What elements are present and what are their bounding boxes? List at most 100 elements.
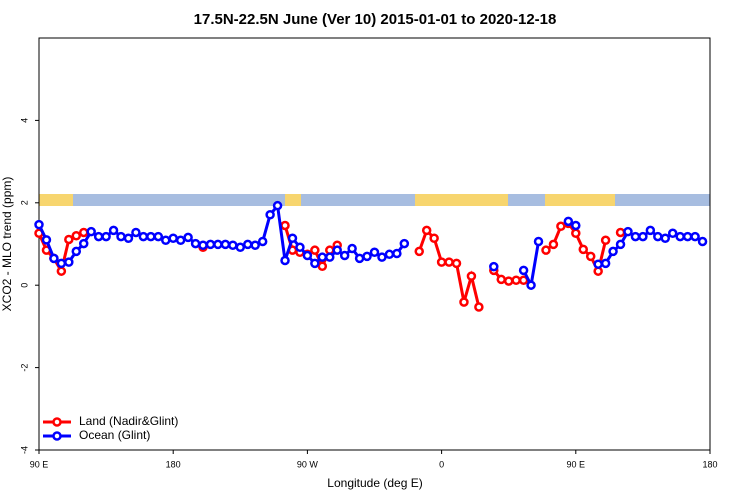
data-point: [697, 236, 708, 247]
data-point: [123, 233, 134, 243]
data-point: [243, 239, 253, 250]
data-point: [213, 239, 223, 250]
data-point: [317, 261, 328, 271]
data-point: [608, 246, 618, 257]
data-point: [302, 250, 313, 261]
data-point: [615, 227, 626, 238]
x-tick-label: 90 E: [30, 459, 49, 469]
x-tick-label: 90 W: [297, 459, 319, 469]
y-tick-label: -4: [19, 446, 29, 454]
data-point: [645, 225, 656, 236]
data-point: [444, 257, 454, 267]
x-tick-label: 90 E: [567, 459, 586, 469]
land-mask-strip: [39, 194, 710, 206]
x-tick-label: 180: [166, 459, 181, 469]
data-point: [414, 246, 424, 257]
data-point: [429, 233, 439, 243]
data-point: [153, 231, 164, 242]
data-point: [265, 209, 275, 220]
data-point: [675, 231, 685, 242]
data-point: [160, 235, 171, 246]
data-point: [131, 227, 141, 238]
data-point: [332, 245, 342, 255]
x-axis-label: Longitude (deg E): [327, 476, 422, 490]
data-point: [556, 221, 566, 232]
data-point: [548, 239, 559, 250]
data-point: [168, 233, 178, 243]
legend-marker: [52, 431, 62, 441]
data-point: [101, 231, 111, 242]
data-point: [257, 236, 268, 247]
data-point: [638, 231, 648, 242]
data-point: [317, 252, 328, 262]
y-tick-label: -2: [19, 364, 29, 372]
data-point: [64, 234, 74, 245]
legend-label: Ocean (Glint): [79, 428, 150, 442]
data-point: [421, 225, 432, 236]
data-point: [56, 258, 67, 269]
data-point: [571, 228, 581, 239]
data-point: [503, 276, 514, 286]
data-point: [630, 231, 641, 242]
data-point: [541, 245, 551, 255]
data-point: [459, 297, 469, 307]
data-point: [533, 236, 544, 247]
data-point: [600, 258, 611, 269]
data-point: [474, 302, 484, 312]
x-tick-label: 0: [439, 459, 444, 469]
data-point: [64, 257, 74, 267]
data-point: [34, 219, 44, 230]
data-point: [228, 240, 238, 250]
data-point: [71, 231, 82, 241]
data-point: [563, 216, 574, 227]
data-point: [272, 200, 283, 211]
data-point: [287, 233, 298, 243]
data-point: [175, 235, 186, 246]
data-point: [667, 228, 678, 239]
data-point: [593, 259, 603, 269]
data-point: [399, 238, 410, 249]
data-point: [310, 258, 320, 269]
data-point: [496, 274, 506, 285]
data-point: [183, 232, 193, 243]
data-point: [295, 242, 305, 253]
data-point: [511, 275, 521, 286]
plot-frame: [38, 37, 711, 451]
data-point: [682, 231, 693, 242]
legend-label: Land (Nadir&Glint): [79, 414, 178, 428]
data-point: [466, 271, 477, 281]
x-tick-label: 180: [702, 459, 717, 469]
data-point: [190, 238, 201, 249]
y-tick-label: 4: [19, 118, 29, 123]
data-point: [250, 240, 260, 250]
data-point: [325, 252, 335, 262]
data-point: [362, 251, 372, 262]
data-point: [392, 248, 402, 259]
data-point: [384, 249, 395, 260]
data-point: [347, 243, 357, 254]
data-point: [78, 238, 89, 249]
data-point: [690, 231, 700, 242]
data-point: [86, 226, 96, 237]
data-point: [377, 252, 387, 262]
data-point: [526, 280, 536, 290]
data-point: [571, 220, 581, 231]
data-point: [623, 226, 633, 237]
data-point: [369, 247, 380, 257]
y-tick-label: 0: [19, 283, 29, 288]
data-point: [310, 245, 320, 255]
data-point: [436, 257, 447, 267]
data-point: [220, 239, 231, 250]
data-point: [585, 251, 596, 262]
data-point: [518, 265, 529, 276]
data-point: [71, 246, 82, 257]
data-point: [354, 253, 365, 264]
data-point: [93, 231, 104, 242]
y-tick-label: 2: [19, 200, 29, 205]
data-point: [451, 258, 462, 269]
legend-marker: [52, 417, 62, 427]
chart-title: 17.5N-22.5N June (Ver 10) 2015-01-01 to …: [194, 11, 557, 28]
data-point: [146, 231, 156, 242]
data-point: [138, 231, 149, 242]
